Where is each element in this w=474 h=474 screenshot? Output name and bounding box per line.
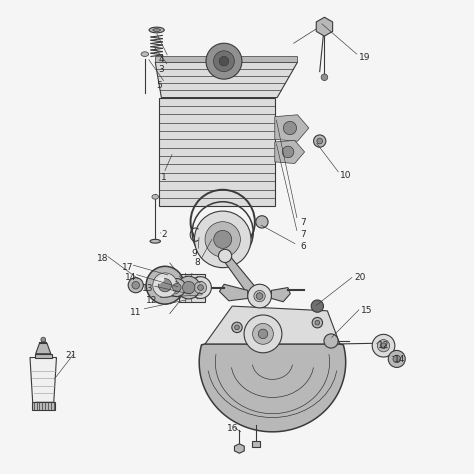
Polygon shape — [220, 256, 267, 301]
Polygon shape — [272, 288, 290, 302]
Circle shape — [41, 337, 46, 342]
Circle shape — [182, 282, 195, 294]
Text: 10: 10 — [340, 171, 351, 180]
Circle shape — [173, 283, 181, 292]
Text: 12: 12 — [146, 296, 158, 305]
Circle shape — [381, 343, 386, 348]
Circle shape — [153, 273, 177, 298]
Polygon shape — [219, 284, 248, 301]
Circle shape — [256, 293, 263, 300]
Text: 15: 15 — [361, 306, 373, 315]
Circle shape — [253, 323, 273, 344]
Circle shape — [168, 279, 186, 297]
Text: 21: 21 — [65, 351, 76, 360]
Ellipse shape — [153, 28, 160, 31]
Circle shape — [254, 291, 265, 302]
Circle shape — [194, 282, 207, 294]
Polygon shape — [30, 357, 56, 405]
Text: 5: 5 — [156, 81, 162, 90]
Circle shape — [177, 276, 200, 299]
Text: 12: 12 — [378, 341, 389, 350]
Ellipse shape — [149, 27, 164, 33]
Circle shape — [321, 74, 328, 81]
Circle shape — [388, 350, 405, 367]
Circle shape — [146, 266, 184, 304]
Bar — [252, 441, 260, 447]
Circle shape — [158, 279, 172, 292]
Bar — [32, 402, 55, 410]
Text: 6: 6 — [301, 242, 306, 251]
Circle shape — [256, 216, 268, 228]
Bar — [179, 274, 205, 302]
Circle shape — [219, 56, 228, 66]
Text: 7: 7 — [301, 230, 306, 239]
Ellipse shape — [150, 239, 160, 243]
Circle shape — [198, 285, 203, 291]
Circle shape — [232, 322, 242, 333]
Ellipse shape — [156, 277, 164, 284]
Circle shape — [314, 135, 326, 147]
Text: 11: 11 — [129, 308, 141, 317]
Circle shape — [219, 249, 232, 263]
Text: 20: 20 — [354, 273, 365, 282]
Text: 1: 1 — [161, 173, 167, 182]
Polygon shape — [155, 56, 298, 62]
Text: 13: 13 — [141, 284, 153, 293]
Text: 8: 8 — [194, 258, 200, 267]
Circle shape — [205, 222, 240, 257]
Bar — [159, 98, 275, 206]
Text: 19: 19 — [359, 53, 370, 62]
Circle shape — [128, 278, 143, 293]
Circle shape — [283, 121, 297, 135]
Circle shape — [194, 211, 251, 268]
Text: 2: 2 — [161, 230, 166, 239]
Polygon shape — [36, 343, 51, 354]
Bar — [35, 354, 52, 357]
Polygon shape — [235, 444, 244, 453]
Polygon shape — [205, 306, 340, 344]
Circle shape — [311, 300, 323, 312]
Text: 16: 16 — [227, 424, 238, 433]
Text: 7: 7 — [301, 219, 306, 228]
Polygon shape — [275, 140, 305, 164]
Circle shape — [317, 138, 322, 144]
Ellipse shape — [141, 52, 149, 56]
Circle shape — [235, 325, 239, 330]
Ellipse shape — [152, 194, 158, 199]
Text: 17: 17 — [122, 263, 133, 272]
Polygon shape — [199, 344, 346, 432]
Text: 14: 14 — [125, 273, 137, 282]
Circle shape — [377, 339, 390, 352]
Text: 18: 18 — [97, 254, 108, 263]
Circle shape — [324, 334, 338, 348]
Text: 14: 14 — [394, 356, 406, 365]
Circle shape — [312, 318, 322, 328]
Circle shape — [214, 51, 234, 72]
Text: 4: 4 — [159, 55, 164, 64]
Circle shape — [244, 315, 282, 353]
Circle shape — [248, 284, 272, 308]
Circle shape — [206, 43, 242, 79]
Text: 9: 9 — [191, 249, 197, 258]
Circle shape — [132, 282, 139, 289]
Circle shape — [190, 277, 211, 299]
Text: 3: 3 — [158, 65, 164, 74]
Circle shape — [315, 320, 319, 325]
Circle shape — [282, 146, 294, 158]
Polygon shape — [316, 17, 333, 36]
Polygon shape — [275, 115, 309, 141]
Circle shape — [372, 334, 395, 357]
Circle shape — [258, 329, 268, 338]
Polygon shape — [155, 62, 298, 98]
Circle shape — [214, 230, 232, 248]
Circle shape — [393, 355, 401, 363]
